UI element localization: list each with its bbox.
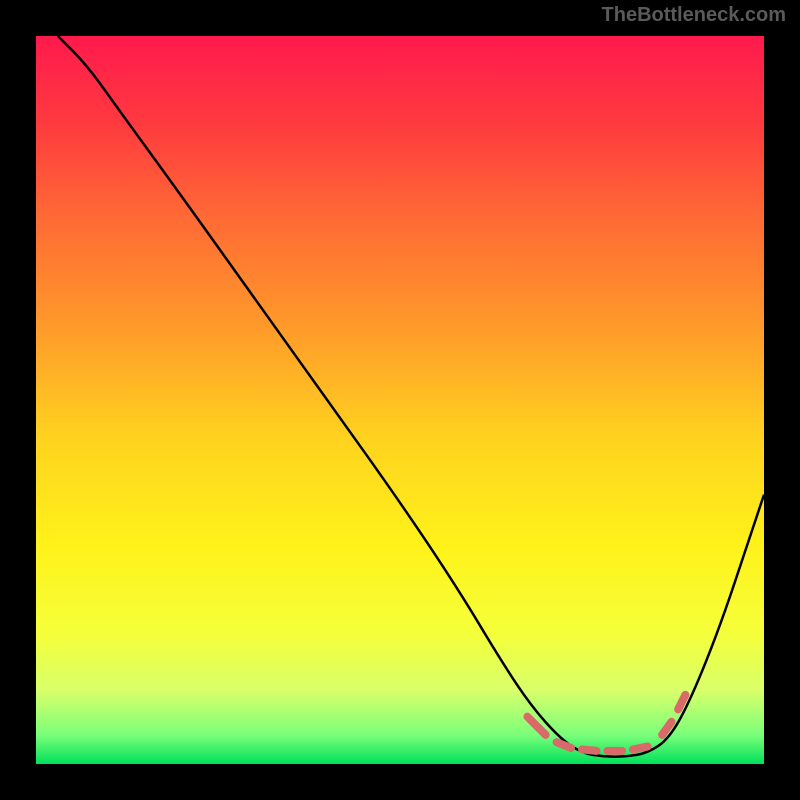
- chart-container: TheBottleneck.com: [0, 0, 800, 800]
- watermark-text: TheBottleneck.com: [602, 4, 786, 27]
- bottleneck-chart: [36, 36, 764, 764]
